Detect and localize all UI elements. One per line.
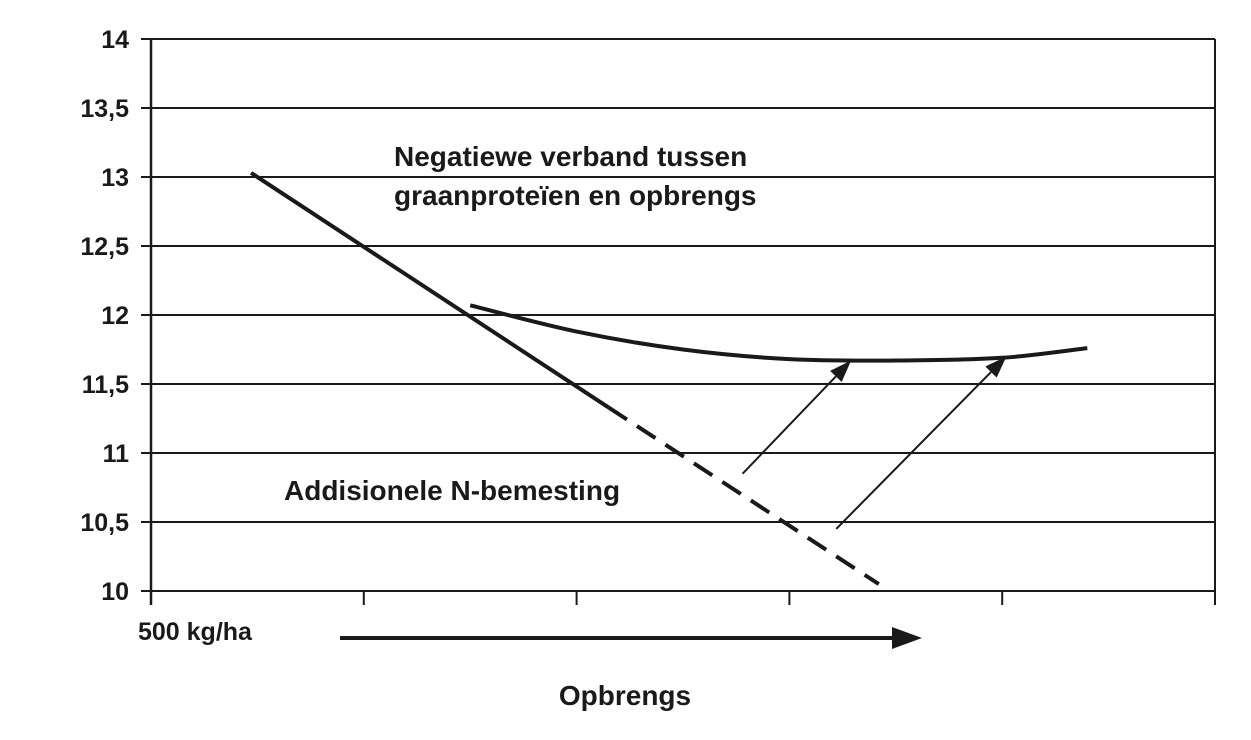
x-direction-arrow xyxy=(340,627,922,649)
x-start-label: 500 kg/ha xyxy=(138,618,253,646)
y-tick-labels: 10 10,5 11 11,5 12 12,5 13 13,5 14 xyxy=(80,26,129,606)
gridlines xyxy=(141,38,1215,592)
annotation-additional-n: Addisionele N-bemesting xyxy=(284,475,620,506)
series-line-2 xyxy=(607,405,880,586)
arrow-1-shaft xyxy=(741,375,837,475)
series-line-1 xyxy=(249,171,610,410)
arrow-2-head xyxy=(985,356,1007,378)
annotation-negative-relation-line1: Negatiewe verband tussen xyxy=(394,141,747,172)
y-tick-label: 13 xyxy=(101,164,129,192)
annotation-negative-relation-line2: graanproteïen en opbrengs xyxy=(394,180,757,211)
arrows-group xyxy=(741,356,1007,530)
axes xyxy=(149,39,1216,605)
y-tick-label: 12,5 xyxy=(80,233,129,261)
y-tick-label: 13,5 xyxy=(80,95,129,123)
arrow-1-head xyxy=(830,360,852,382)
y-tick-label: 10,5 xyxy=(80,509,129,537)
series-group xyxy=(249,171,1088,586)
y-tick-label: 11,5 xyxy=(82,371,129,399)
y-tick-label: 10 xyxy=(101,578,129,606)
x-axis-label: Opbrengs xyxy=(559,680,691,711)
y-tick-label: 14 xyxy=(101,26,129,54)
y-tick-label: 12 xyxy=(101,302,129,330)
series-line-3 xyxy=(469,303,1088,363)
y-tick-label: 11 xyxy=(103,440,130,468)
arrow-2-shaft xyxy=(835,371,992,530)
